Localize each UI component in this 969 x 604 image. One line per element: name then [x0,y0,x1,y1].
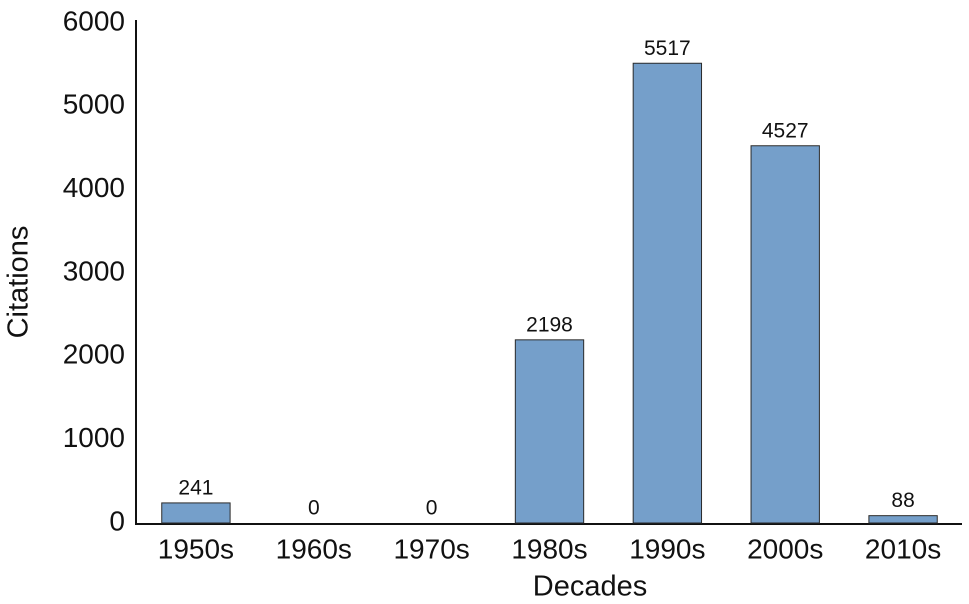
y-tick-label: 0 [109,505,125,536]
bar [750,145,820,524]
x-tick-label: 2010s [865,533,941,564]
x-tick-label: 1950s [158,533,234,564]
data-label: 241 [178,476,213,499]
x-axis-title: Decades [533,571,647,603]
bar [868,515,938,524]
bar [514,339,585,524]
data-label: 2198 [526,313,573,336]
bar [161,502,231,524]
y-tick-label: 5000 [63,89,125,120]
x-tick-label: 1980s [511,533,587,564]
data-label: 0 [426,497,438,520]
y-tick-label: 2000 [63,339,125,370]
data-label: 4527 [762,119,809,142]
y-tick-label: 4000 [63,172,125,203]
y-tick-label: 6000 [63,5,125,36]
y-axis-title: Citations [3,226,35,339]
bar [632,62,703,524]
data-label: 5517 [644,37,691,60]
x-tick-label: 2000s [747,533,823,564]
x-tick-label: 1990s [629,533,705,564]
y-tick-label: 3000 [63,255,125,286]
data-label: 0 [308,497,320,520]
x-tick-label: 1970s [393,533,469,564]
x-tick-label: 1960s [276,533,352,564]
y-tick-label: 1000 [63,422,125,453]
data-label: 88 [891,489,914,512]
